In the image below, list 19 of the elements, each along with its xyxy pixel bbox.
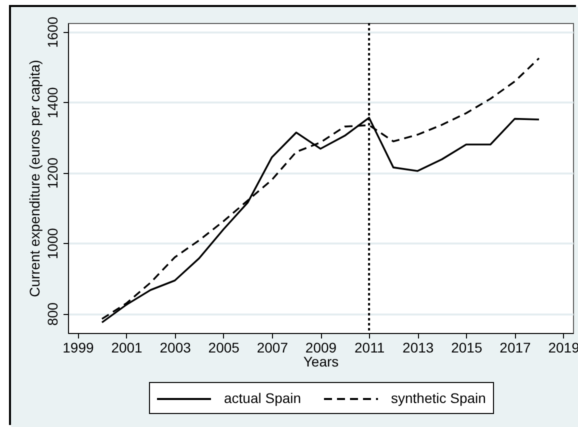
- legend-label: actual Spain: [224, 390, 302, 406]
- legend-label: synthetic Spain: [391, 390, 486, 406]
- y-tick-label: 1200: [44, 157, 60, 189]
- x-tick-label: 2013: [402, 340, 434, 356]
- x-tick-label: 2003: [160, 340, 192, 356]
- x-tick-label: 2009: [305, 340, 337, 356]
- x-axis-title: Years: [303, 354, 339, 370]
- x-tick-label: 2001: [111, 340, 143, 356]
- y-tick-label: 800: [44, 302, 60, 326]
- x-tick-label: 2015: [451, 340, 482, 356]
- x-tick-label: 2005: [208, 340, 240, 356]
- x-tick-label: 2011: [354, 340, 385, 356]
- y-tick-label: 1400: [44, 86, 60, 118]
- x-tick-label: 2017: [500, 340, 532, 356]
- y-axis-title: Current expenditure (euros per capita): [26, 60, 42, 298]
- y-tick-label: 1600: [44, 16, 60, 48]
- x-tick-label: 2007: [256, 340, 288, 356]
- y-tick-label: 1000: [44, 228, 60, 260]
- x-tick-label: 1999: [62, 340, 94, 356]
